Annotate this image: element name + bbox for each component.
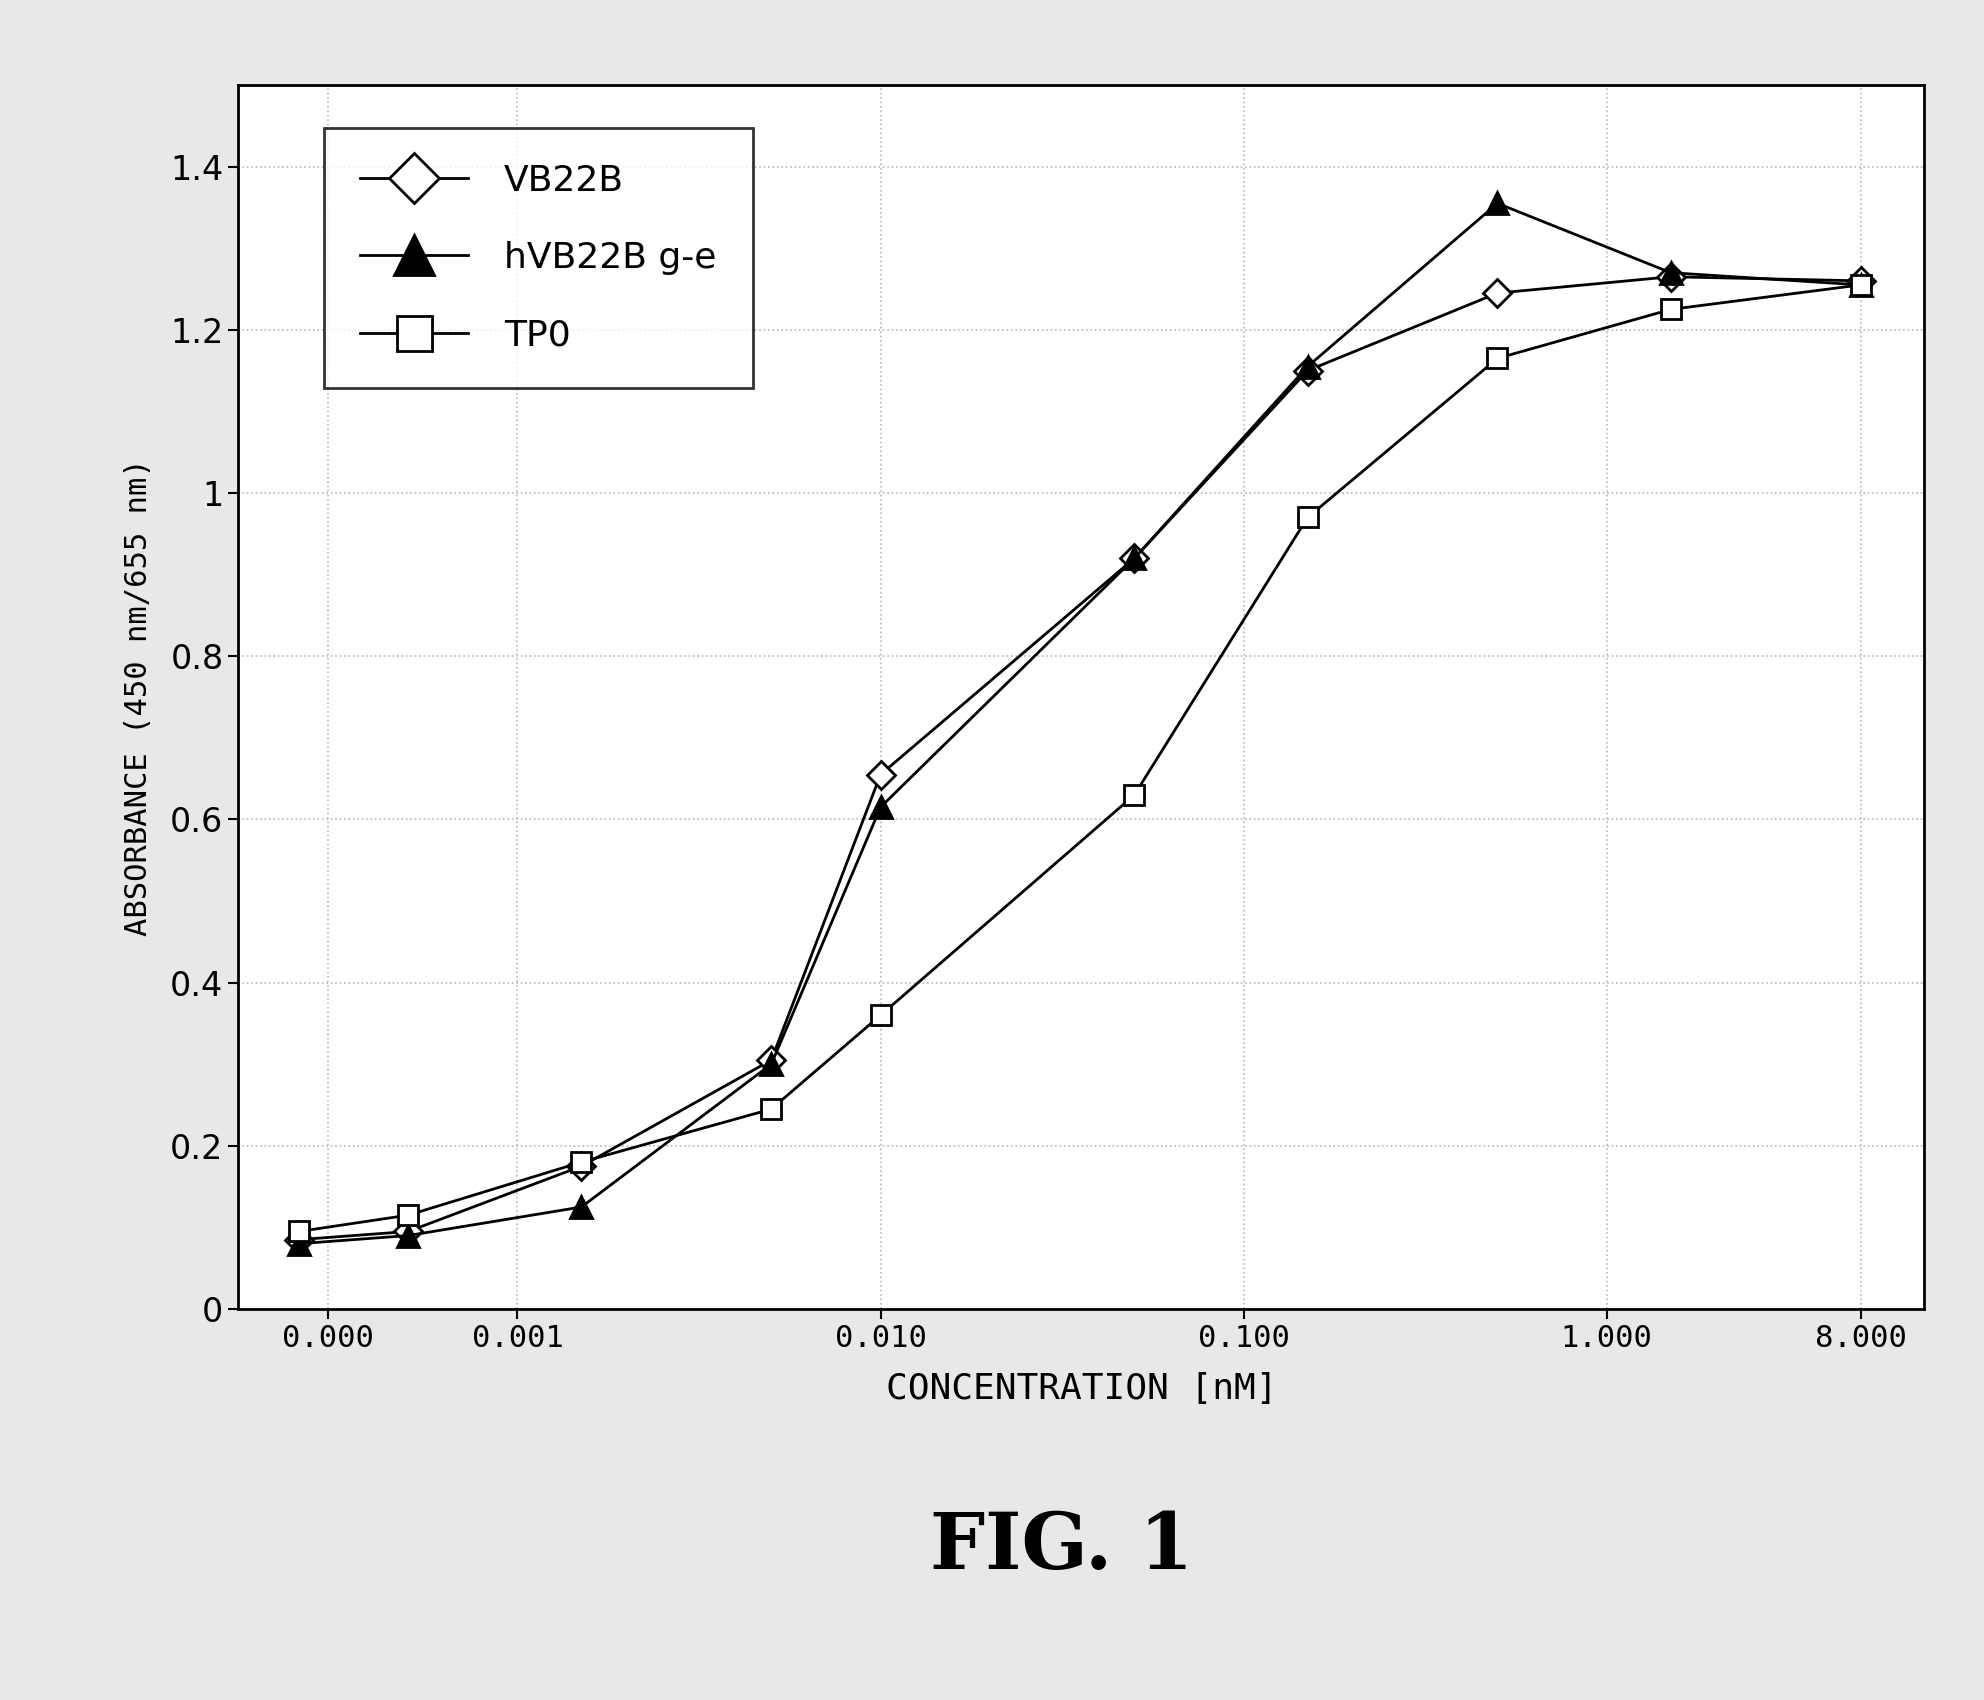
VB22B — [1659, 267, 1682, 287]
hVB22B g-e — [288, 1234, 311, 1255]
VB22B — [397, 1221, 421, 1241]
VB22B — [1849, 270, 1873, 291]
Text: FIG. 1: FIG. 1 — [930, 1510, 1192, 1584]
TP0 — [288, 1221, 311, 1241]
TP0 — [1659, 299, 1682, 320]
TP0 — [1123, 785, 1147, 806]
hVB22B g-e — [760, 1054, 784, 1074]
VB22B — [1296, 360, 1319, 381]
TP0 — [760, 1098, 784, 1119]
hVB22B g-e — [569, 1197, 593, 1217]
TP0 — [1486, 348, 1510, 369]
VB22B — [869, 765, 893, 785]
TP0 — [569, 1153, 593, 1173]
hVB22B g-e — [1849, 275, 1873, 296]
hVB22B g-e — [869, 797, 893, 818]
TP0 — [1849, 275, 1873, 296]
VB22B — [1123, 547, 1147, 568]
VB22B — [760, 1051, 784, 1071]
VB22B — [1486, 282, 1510, 303]
hVB22B g-e — [1486, 194, 1510, 214]
TP0 — [869, 1005, 893, 1025]
VB22B — [569, 1156, 593, 1176]
TP0 — [1296, 507, 1319, 527]
Y-axis label: ABSORBANCE (450 nm/655 nm): ABSORBANCE (450 nm/655 nm) — [125, 457, 153, 937]
Line: VB22B: VB22B — [290, 267, 1871, 1250]
hVB22B g-e — [397, 1226, 421, 1246]
Line: TP0: TP0 — [290, 275, 1871, 1241]
hVB22B g-e — [1123, 547, 1147, 568]
Legend: VB22B, hVB22B g-e, TP0: VB22B, hVB22B g-e, TP0 — [323, 128, 752, 388]
X-axis label: CONCENTRATION [nM]: CONCENTRATION [nM] — [885, 1372, 1278, 1406]
VB22B — [288, 1229, 311, 1250]
hVB22B g-e — [1659, 262, 1682, 282]
Line: hVB22B g-e: hVB22B g-e — [288, 192, 1871, 1255]
TP0 — [397, 1205, 421, 1226]
hVB22B g-e — [1296, 357, 1319, 377]
